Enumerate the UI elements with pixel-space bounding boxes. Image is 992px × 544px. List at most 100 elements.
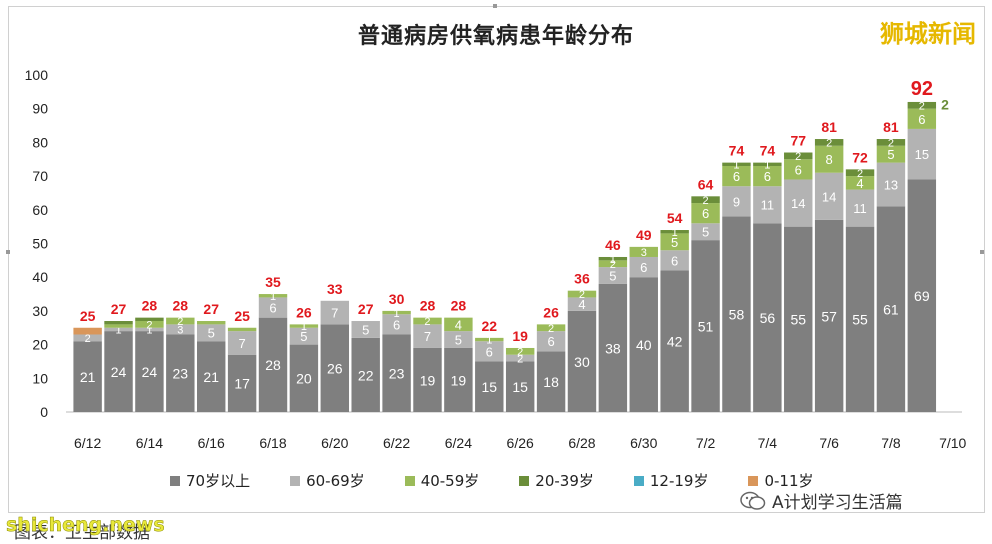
segment-data-label: 6 bbox=[393, 317, 400, 332]
segment-data-label: 5 bbox=[208, 326, 215, 341]
chart-legend: 70岁以上 60-69岁 40-59岁 20-39岁 12-19岁 0-11岁 bbox=[170, 470, 814, 491]
segment-data-label: 1 bbox=[301, 321, 307, 333]
resize-handle-right[interactable] bbox=[980, 250, 984, 254]
bar-segment bbox=[444, 317, 473, 332]
bar-total-label: 81 bbox=[821, 119, 837, 135]
bar-segment bbox=[660, 233, 689, 251]
bar-segment bbox=[444, 331, 473, 348]
bar-segment bbox=[104, 327, 133, 332]
x-tick-label: 6/16 bbox=[198, 435, 225, 451]
bar-segment bbox=[722, 216, 751, 412]
y-tick-label: 70 bbox=[32, 168, 48, 184]
x-tick-label: 7/6 bbox=[819, 435, 839, 451]
legend-label: 60-69岁 bbox=[306, 472, 365, 490]
segment-data-label: 11 bbox=[761, 198, 775, 213]
bar-total-label: 74 bbox=[760, 143, 776, 159]
bar-segment bbox=[629, 256, 658, 278]
bar-total-label: 28 bbox=[173, 298, 189, 314]
bar-total-label: 72 bbox=[852, 149, 868, 165]
resize-handle-left[interactable] bbox=[6, 250, 10, 254]
wechat-icon bbox=[740, 491, 766, 510]
legend-swatch bbox=[748, 475, 759, 486]
bar-total-label: 28 bbox=[142, 298, 158, 314]
segment-data-label: 24 bbox=[142, 364, 158, 380]
bar-total-label: 28 bbox=[420, 298, 436, 314]
bar-segment bbox=[166, 324, 195, 335]
bar-segment bbox=[505, 361, 535, 412]
bar-segment bbox=[227, 331, 257, 355]
bar-segment bbox=[907, 128, 937, 180]
bar-segment bbox=[598, 260, 628, 268]
segment-data-label: 1 bbox=[115, 325, 121, 337]
bar-segment bbox=[907, 108, 937, 129]
legend-label: 40-59岁 bbox=[420, 472, 480, 490]
legend-label: 70岁以上 bbox=[186, 472, 251, 490]
bar-total-label: 30 bbox=[389, 291, 405, 307]
bar-segment bbox=[135, 321, 164, 328]
segment-data-label: 23 bbox=[389, 366, 405, 382]
segment-data-label: 6 bbox=[671, 253, 678, 268]
bar-segment bbox=[814, 139, 844, 146]
bar-segment bbox=[227, 354, 257, 412]
wechat-account: A计划学习生活篇 bbox=[740, 488, 903, 513]
bar-segment bbox=[320, 300, 350, 325]
bar-segment bbox=[258, 297, 288, 318]
bar-segment bbox=[413, 324, 442, 348]
x-tick-label: 6/18 bbox=[259, 435, 286, 451]
bar-segment bbox=[753, 186, 782, 224]
segment-data-label: 14 bbox=[791, 196, 805, 211]
segment-data-label: 5 bbox=[609, 268, 616, 283]
bar-segment bbox=[845, 169, 875, 177]
segment-data-label: 58 bbox=[729, 307, 745, 323]
bar-segment bbox=[629, 277, 658, 412]
bar-segment bbox=[197, 321, 226, 325]
x-tick-label: 6/30 bbox=[630, 435, 657, 451]
bar-segment bbox=[227, 327, 257, 332]
bar-segment bbox=[598, 283, 628, 412]
bar-segment bbox=[876, 139, 906, 146]
bar-segment bbox=[413, 317, 442, 325]
bar-total-label: 46 bbox=[605, 237, 621, 253]
segment-data-label: 3 bbox=[177, 325, 183, 337]
bar-total-label: 36 bbox=[574, 271, 590, 287]
legend-item: 70岁以上 bbox=[170, 470, 250, 491]
segment-data-label: 57 bbox=[821, 308, 837, 324]
segment-data-label: 2 bbox=[888, 138, 894, 150]
bar-segment bbox=[907, 179, 937, 412]
segment-data-label: 22 bbox=[358, 367, 374, 383]
legend-item: 40-59岁 bbox=[404, 470, 480, 491]
bar-segment bbox=[814, 145, 844, 173]
bar-segment bbox=[135, 317, 164, 322]
legend-item: 60-69岁 bbox=[290, 470, 365, 491]
segment-data-label: 4 bbox=[578, 297, 585, 312]
bar-segment bbox=[104, 324, 133, 328]
bar-segment bbox=[505, 347, 535, 355]
bar-segment bbox=[73, 334, 102, 342]
segment-data-label: 4 bbox=[455, 317, 462, 332]
segment-data-label: 5 bbox=[671, 235, 678, 250]
segment-data-label: 5 bbox=[887, 147, 894, 162]
segment-data-label: 14 bbox=[822, 189, 836, 204]
bar-chart: 0102030405060708090100212252412724122823… bbox=[25, 67, 967, 451]
bar-segment bbox=[784, 152, 813, 160]
segment-data-label: 30 bbox=[574, 354, 590, 370]
chart-title: 普通病房供氧病患年龄分布 bbox=[357, 24, 634, 49]
legend-label: 20-39岁 bbox=[535, 472, 594, 490]
segment-data-label: 61 bbox=[883, 302, 899, 318]
bar-segment bbox=[876, 162, 906, 207]
bar-total-label: 49 bbox=[636, 227, 652, 243]
segment-data-label: 17 bbox=[234, 376, 250, 392]
segment-data-label: 2 bbox=[548, 323, 554, 335]
bar-segment bbox=[444, 347, 473, 412]
bar-total-label: 28 bbox=[451, 298, 467, 314]
bar-segment bbox=[258, 317, 288, 412]
segment-data-label: 1 bbox=[733, 159, 739, 171]
x-tick-label: 6/28 bbox=[568, 435, 595, 451]
resize-handle-top[interactable] bbox=[493, 4, 497, 8]
bar-segment bbox=[73, 341, 102, 412]
bar-segment bbox=[567, 310, 597, 412]
bar-total-label: 92 bbox=[911, 78, 933, 100]
bar-total-label: 64 bbox=[698, 176, 714, 192]
bar-segment bbox=[351, 321, 380, 338]
bar-segment bbox=[845, 189, 875, 227]
